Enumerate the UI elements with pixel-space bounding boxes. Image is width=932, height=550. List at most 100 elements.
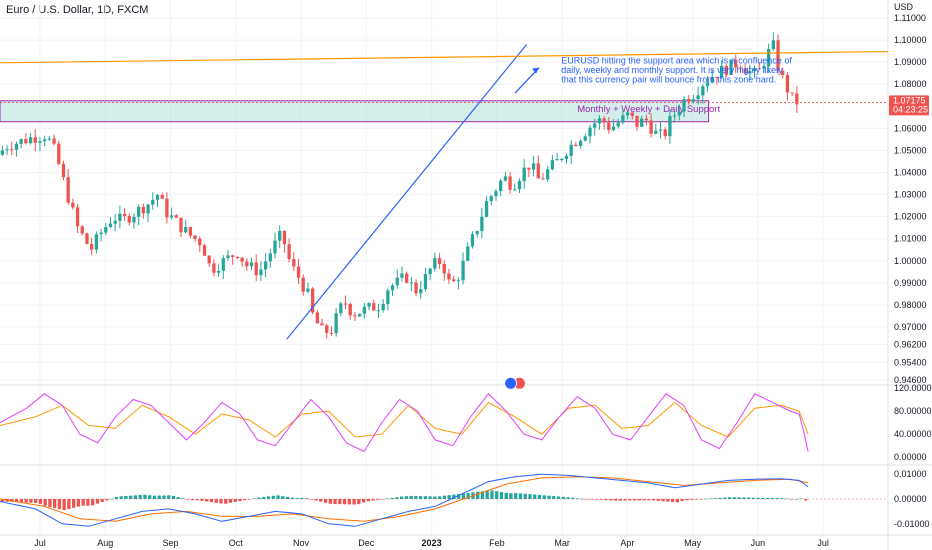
candle-body	[597, 118, 602, 124]
candle-body	[475, 231, 479, 235]
candle-body	[466, 246, 470, 261]
macd-histogram-bar	[466, 492, 470, 499]
candle-body	[715, 76, 719, 79]
candle-body	[320, 323, 324, 326]
candle-body	[602, 118, 606, 123]
macd-histogram-bar	[476, 491, 480, 499]
macd-histogram-bar	[209, 499, 214, 503]
candle-body	[771, 40, 775, 49]
macd-histogram-bar	[804, 499, 808, 501]
macd-histogram-bar	[181, 498, 185, 499]
macd-histogram-bar	[195, 499, 199, 501]
candle-body	[433, 258, 437, 269]
candle-body	[146, 204, 150, 214]
stoch-k-line	[0, 393, 809, 453]
candle-body	[762, 66, 766, 69]
candle-body	[414, 282, 418, 294]
macd-histogram-bar	[48, 499, 52, 508]
candle-body	[757, 68, 761, 70]
stoch-d-line	[0, 401, 809, 438]
candle-body	[278, 230, 282, 241]
candle-body	[781, 70, 785, 75]
macd-histogram-bar	[528, 494, 532, 499]
macd-tick-label: 0.00000	[894, 494, 927, 504]
candle-body	[531, 163, 536, 170]
macd-histogram-bar	[304, 498, 309, 499]
price-tick-label: 0.96200	[894, 340, 927, 350]
macd-histogram-bar	[661, 499, 665, 502]
bounce-arrow-head	[532, 67, 540, 74]
candle-body	[607, 122, 611, 131]
candle-body	[503, 176, 508, 181]
macd-histogram-bar	[29, 499, 33, 503]
macd-histogram-bar	[699, 499, 703, 500]
macd-histogram-bar	[309, 499, 313, 500]
price-tick-label: 0.98000	[894, 300, 927, 310]
candle-body	[310, 288, 315, 313]
macd-histogram-bar	[114, 496, 119, 499]
candle-body	[480, 216, 484, 232]
macd-histogram-bar	[604, 499, 608, 501]
time-tick-label: May	[684, 538, 702, 548]
candle-body	[14, 143, 19, 150]
macd-histogram-bar	[290, 497, 294, 499]
candle-body	[202, 245, 207, 256]
candle-body	[405, 273, 409, 283]
macd-histogram-bar	[52, 499, 57, 509]
stoch-tick-label: 0.00000	[894, 452, 927, 462]
candle-body	[752, 68, 757, 72]
candle-body	[113, 220, 117, 224]
candle-body	[249, 262, 254, 267]
macd-histogram-bar	[33, 499, 38, 503]
macd-histogram-bar	[81, 499, 85, 506]
macd-histogram-bar	[447, 495, 451, 499]
candle-body	[259, 269, 263, 276]
candle-body	[292, 259, 296, 267]
candle-body	[555, 159, 559, 161]
macd-histogram-bar	[780, 498, 784, 499]
candle-body	[734, 59, 738, 68]
candle-body	[701, 86, 705, 96]
time-tick-label: Jul	[34, 538, 46, 548]
candle-body	[677, 111, 681, 116]
candle-body	[212, 263, 216, 273]
macd-histogram-bar	[575, 498, 580, 499]
macd-histogram-bar	[571, 497, 575, 499]
candle-body	[75, 207, 80, 227]
candle-body	[104, 227, 108, 233]
macd-histogram-bar	[214, 499, 218, 503]
macd-histogram-bar	[423, 496, 428, 499]
candle-body	[785, 74, 790, 93]
candle-body	[390, 285, 395, 291]
stoch-tick-label: 120.00000	[894, 383, 932, 393]
candle-body	[174, 215, 178, 218]
macd-histogram-bar	[718, 497, 722, 499]
time-tick-label: Aug	[97, 538, 113, 548]
price-tick-label: 1.02000	[894, 212, 927, 222]
time-tick-label: Sep	[162, 538, 178, 548]
macd-histogram-bar	[333, 499, 337, 505]
candle-body	[47, 138, 52, 140]
candle-body	[461, 260, 465, 281]
candle-body	[649, 120, 653, 134]
macd-histogram-bar	[352, 499, 356, 505]
macd-histogram-bar	[799, 498, 803, 500]
candle-body	[484, 201, 489, 217]
currency-label: USD	[894, 2, 914, 12]
candle-body	[28, 137, 33, 144]
macd-histogram-bar	[328, 499, 332, 504]
price-tick-label: 1.09000	[894, 57, 927, 67]
candle-body	[381, 303, 385, 311]
macd-histogram-bar	[509, 493, 513, 499]
candle-body	[155, 194, 160, 200]
candle-body	[52, 138, 56, 144]
price-tick-label: 1.08000	[894, 79, 927, 89]
candle-body	[748, 71, 752, 74]
macd-histogram-bar	[176, 497, 180, 499]
candle-body	[207, 255, 211, 264]
analysis-note-line: that this currency pair will bounce from…	[561, 74, 776, 84]
macd-histogram-bar	[138, 494, 142, 499]
candle-body	[165, 198, 169, 218]
candle-body	[654, 130, 658, 134]
